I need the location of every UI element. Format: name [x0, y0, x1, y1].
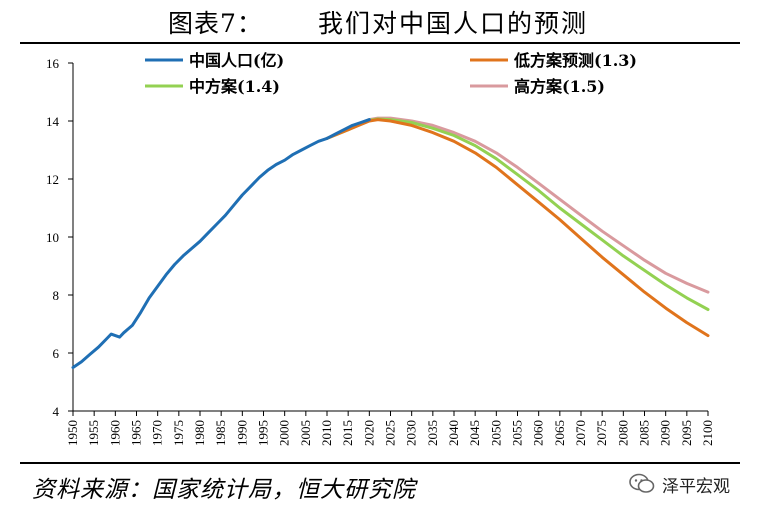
- x-tick-label: 1995: [256, 420, 271, 446]
- figure-label: 图表7：: [168, 9, 263, 38]
- watermark: 泽平宏观: [628, 470, 730, 498]
- chart-title-bar: 图表7： 我们对中国人口的预测: [0, 2, 761, 38]
- x-tick-label: 2100: [700, 420, 715, 446]
- x-tick-label: 1985: [213, 420, 228, 446]
- x-tick-label: 2045: [467, 420, 482, 446]
- series-line-high: [325, 116, 710, 294]
- x-tick-label: 2030: [404, 420, 419, 446]
- x-tick-label: 1965: [129, 420, 144, 446]
- x-tick-label: 2010: [319, 420, 334, 446]
- x-tick-label: 2080: [615, 420, 630, 446]
- source-note: 资料来源：国家统计局，恒大研究院: [32, 477, 416, 503]
- series-line-low: [325, 118, 710, 338]
- x-tick-label: 2050: [488, 420, 503, 446]
- x-tick-label: 2060: [531, 420, 546, 446]
- x-tick-label: 2005: [298, 420, 313, 446]
- x-tick-label: 1980: [192, 420, 207, 446]
- legend-label-high: 高方案(1.5): [514, 77, 605, 96]
- chart-title: 我们对中国人口的预测: [318, 9, 589, 38]
- y-tick-label: 14: [46, 114, 60, 129]
- series-lines: [71, 116, 710, 369]
- y-tick-label: 16: [46, 56, 60, 71]
- x-tick-label: 2015: [340, 420, 355, 446]
- x-tick-label: 2065: [552, 420, 567, 446]
- legend-label-mid: 中方案(1.4): [189, 77, 280, 96]
- x-tick-label: 2070: [573, 420, 588, 446]
- series-line-actual: [71, 118, 371, 369]
- x-tick-label: 1960: [107, 420, 122, 446]
- population-chart: 4 6 8 10 12 14 16 1950 1955 1960 1965 1970 1975 1980 1…: [46, 51, 715, 446]
- x-tick-label: 1990: [234, 420, 249, 446]
- x-tick-label: 2095: [679, 420, 694, 446]
- x-tick-label: 1955: [86, 420, 101, 446]
- y-tick-label: 6: [53, 346, 60, 361]
- axes: 4 6 8 10 12 14 16 1950 1955 1960 1965 1970 1975 1980 1…: [46, 56, 715, 446]
- legend-label-low: 低方案预测(1.3): [513, 51, 637, 70]
- wechat-icon: [629, 473, 655, 493]
- y-tick-label: 12: [46, 172, 59, 187]
- x-tick-label: 2000: [277, 420, 292, 446]
- x-tick-label: 2090: [658, 420, 673, 446]
- y-tick-label: 10: [46, 230, 59, 245]
- y-tick-label: 4: [53, 404, 60, 419]
- series-line-mid: [325, 117, 710, 311]
- x-tick-label: 2035: [425, 420, 440, 446]
- x-tick-label: 2075: [594, 420, 609, 446]
- x-tick-label: 1970: [150, 420, 165, 446]
- watermark-text: 泽平宏观: [662, 476, 730, 497]
- x-tick-label: 2020: [361, 420, 376, 446]
- y-tick-label: 8: [53, 288, 60, 303]
- top-rule: [20, 42, 740, 44]
- x-tick-label: 2085: [637, 420, 652, 446]
- bottom-rule: [20, 462, 740, 464]
- x-tick-label: 2055: [510, 420, 525, 446]
- x-tick-label: 1950: [65, 420, 80, 446]
- x-tick-label: 2040: [446, 420, 461, 446]
- legend: 中国人口(亿) 低方案预测(1.3) 中方案(1.4) 高方案(1.5): [145, 51, 637, 96]
- legend-label-actual: 中国人口(亿): [189, 51, 284, 70]
- x-tick-label: 2025: [383, 420, 398, 446]
- x-tick-label: 1975: [171, 420, 186, 446]
